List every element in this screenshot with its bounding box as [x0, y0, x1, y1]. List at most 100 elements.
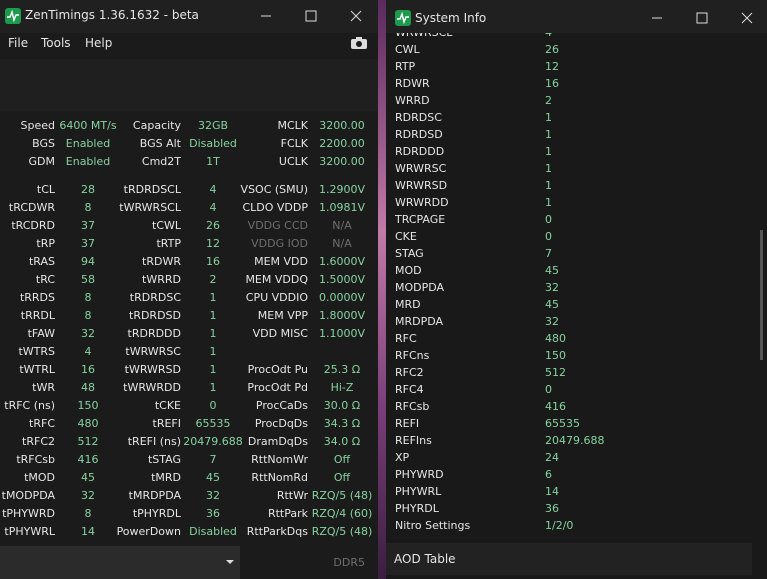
info-value: 24 [545, 451, 559, 464]
field-value: 3200.00 [319, 119, 365, 132]
field-label: FCLK [280, 137, 308, 150]
field-label: tWTRL [19, 363, 55, 376]
field-value: 1.2900V [318, 183, 365, 196]
menu-item[interactable]: File [8, 36, 29, 50]
info-label: Nitro Settings [395, 519, 471, 532]
field-value: Off [333, 453, 351, 466]
memory-type: DDR5 [333, 556, 365, 569]
field-label: RttWr [276, 489, 308, 502]
maximize-button[interactable] [305, 8, 317, 24]
info-value: 20479.688 [545, 434, 605, 447]
field-label: tWTRS [18, 345, 55, 358]
field-label: tREFI [152, 417, 181, 430]
screenshot-button[interactable] [350, 36, 368, 50]
info-label: MRD [395, 298, 421, 311]
field-value: 3200.00 [319, 155, 365, 168]
field-value: 32GB [197, 119, 229, 132]
menu-item[interactable]: Help [85, 36, 113, 50]
field-value: 1.5000V [318, 273, 365, 286]
field-label: tMRDPDA [128, 489, 181, 502]
field-label: tWRWRSC [125, 345, 181, 358]
field-value: N/A [332, 237, 352, 250]
field-label: tRDRDSC [129, 291, 181, 304]
field-value: 58 [81, 273, 95, 286]
field-value: 48 [81, 381, 95, 394]
info-value: 0 [545, 230, 552, 243]
maximize-button[interactable] [696, 10, 708, 26]
info-value: 416 [545, 400, 566, 413]
app-icon [395, 10, 411, 26]
info-value: 480 [545, 332, 566, 345]
field-label: RttParkDqs [246, 525, 308, 538]
field-value: 32 [81, 489, 95, 502]
field-value: 45 [206, 471, 220, 484]
system-panel [0, 59, 378, 111]
info-label: WRRD [395, 94, 430, 107]
field-label: tRP [36, 237, 55, 250]
info-label: STAG [395, 247, 424, 260]
field-label: MEM VPP [257, 309, 308, 322]
field-label: tRFC (ns) [4, 399, 55, 412]
field-value: 2200.00 [319, 137, 365, 150]
info-value: 1 [545, 162, 552, 175]
field-value: 20479.688 [183, 435, 243, 448]
field-value: 25.3 Ω [323, 363, 361, 376]
field-label: GDM [28, 155, 56, 168]
field-label: tRDRDSD [129, 309, 181, 322]
field-value: 32 [81, 327, 95, 340]
field-label: tRDWR [142, 255, 181, 268]
info-label: RDWR [395, 77, 430, 90]
close-button[interactable] [350, 8, 362, 24]
close-button[interactable] [741, 10, 753, 26]
app-icon [5, 8, 21, 24]
window-title: ZenTimings 1.36.1632 - beta [25, 8, 199, 22]
minimize-button[interactable] [651, 10, 663, 26]
info-label: TRCPAGE [395, 213, 446, 226]
field-label: CLDO VDDP [242, 201, 308, 214]
field-label: tCWL [152, 219, 181, 232]
dropdown-arrow [226, 560, 234, 564]
module-dropdown[interactable] [0, 546, 240, 579]
field-value: 0 [209, 399, 217, 412]
section-title[interactable]: AOD Table [394, 552, 456, 566]
field-value: 14 [81, 525, 95, 538]
field-label: tRC [35, 273, 55, 286]
field-value: 94 [81, 255, 95, 268]
field-label: tRDRDDD [127, 327, 181, 340]
field-label: tRAS [28, 255, 55, 268]
title-bar: ZenTimings 1.36.1632 - beta [0, 0, 378, 33]
field-value: 480 [77, 417, 99, 430]
field-value: Hi-Z [330, 381, 354, 394]
field-label: tWR [32, 381, 55, 394]
field-label: tRTP [156, 237, 181, 250]
section-header[interactable] [386, 543, 752, 575]
info-label: RFC4 [395, 383, 424, 396]
field-label: tCL [36, 183, 55, 196]
field-value: 512 [77, 435, 99, 448]
scrollbar[interactable] [760, 230, 763, 360]
info-label: REFI [395, 417, 420, 430]
menu-item[interactable]: Tools [41, 36, 71, 50]
field-label: VDDG IOD [251, 237, 308, 250]
field-value: 37 [81, 219, 95, 232]
info-value: 7 [545, 247, 552, 260]
field-value: Enabled [65, 137, 111, 150]
field-value: 1 [209, 381, 217, 394]
field-label: tRRDS [19, 291, 55, 304]
field-value: 34.3 Ω [323, 417, 361, 430]
field-value: 1.6000V [318, 255, 365, 268]
window-title: System Info [415, 11, 487, 25]
field-label: MEM VDDQ [245, 273, 308, 286]
minimize-button[interactable] [260, 8, 272, 24]
field-label: RttNomRd [251, 471, 308, 484]
system-info-window: WRWRSCL4CWL26RTP12RDWR16WRRD2RDRDSC1RDRD… [386, 0, 767, 579]
info-label: RTP [395, 60, 416, 73]
field-value: RZQ/4 (60) [311, 507, 373, 520]
info-value: 45 [545, 264, 559, 277]
info-value: 32 [545, 281, 559, 294]
field-value: 26 [206, 219, 220, 232]
field-label: Capacity [132, 119, 181, 132]
info-label: RFC2 [395, 366, 424, 379]
field-label: tRCDRD [11, 219, 55, 232]
field-value: 1.1000V [318, 327, 365, 340]
